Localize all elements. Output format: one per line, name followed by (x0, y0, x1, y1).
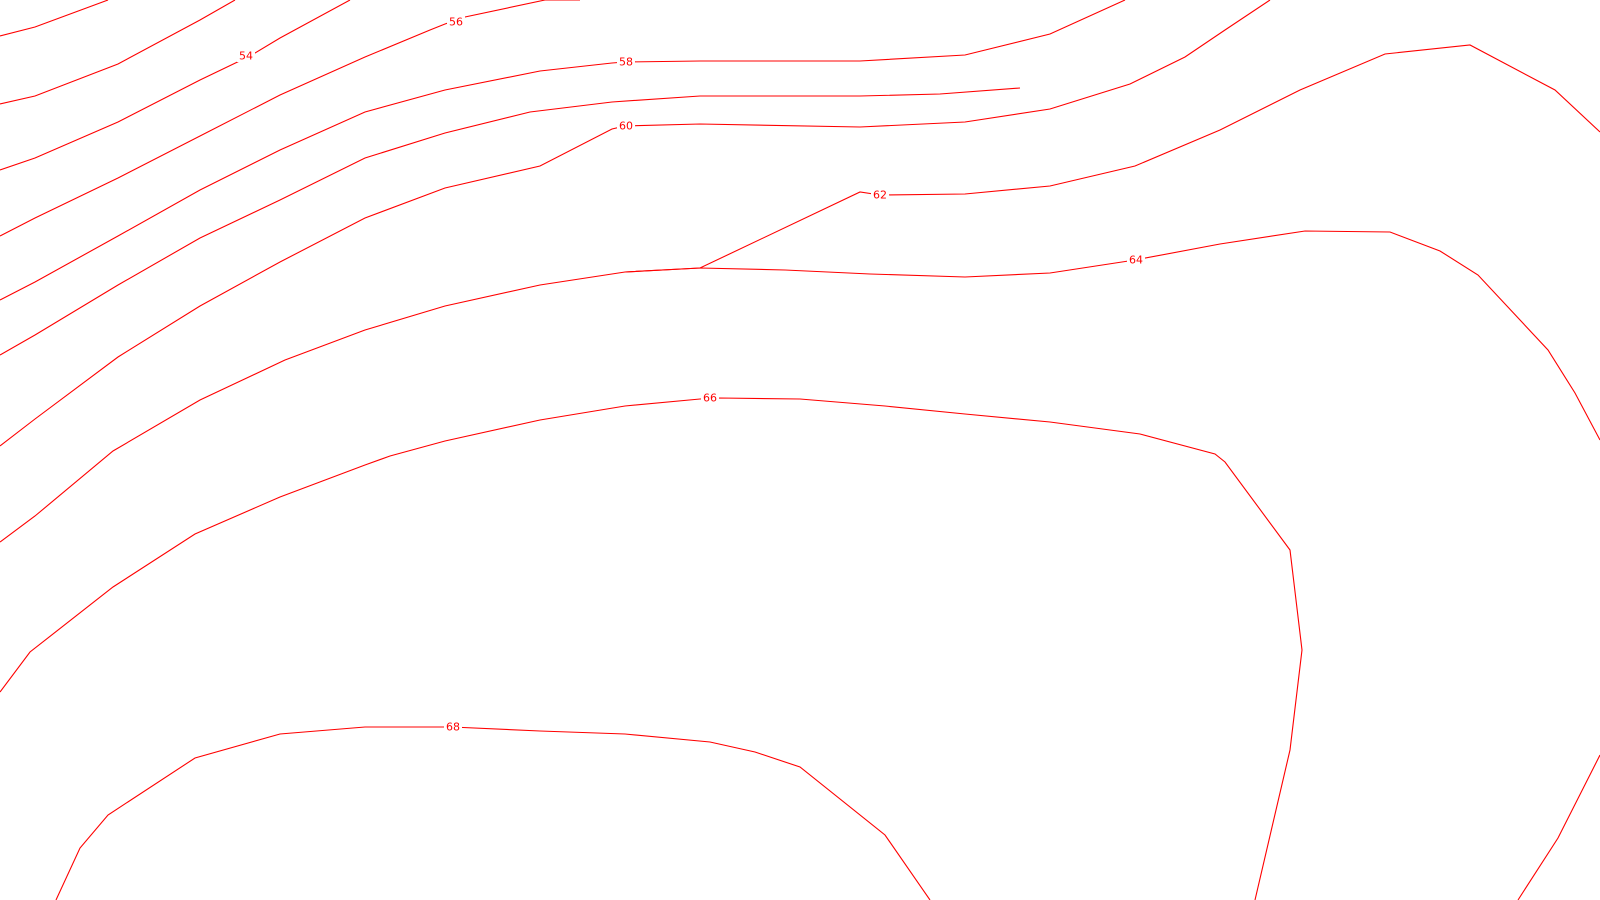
contour-line-68 (55, 726, 931, 900)
contour-58: 58 (0, 0, 1126, 301)
contour-line-58 (0, 0, 1126, 301)
contour-label-64: 64 (1129, 254, 1143, 267)
contour-label-bg (617, 119, 635, 132)
contour-label-bg (701, 391, 719, 404)
contour-line (0, 87, 1021, 356)
contour-56: 56 (0, 0, 580, 237)
contour-line-66 (0, 397, 1303, 900)
contour-label-bg (237, 49, 255, 62)
contour-60: 60 (0, 0, 1271, 447)
contour-line (0, 0, 236, 105)
contour-label-68: 68 (446, 721, 460, 734)
contour-66: 66 (0, 391, 1303, 900)
contour-line-56 (0, 0, 580, 237)
contour-label-60: 60 (619, 120, 633, 133)
contour-label-62: 62 (873, 189, 887, 202)
contour-64: 64 (624, 230, 1600, 441)
contour-line-64 (624, 230, 1600, 441)
contour-62: 62 (0, 44, 1600, 543)
contour-54: 54 (0, 0, 351, 171)
contour-label-56: 56 (449, 16, 463, 29)
contour-line-54 (0, 0, 351, 171)
contour-label-bg (1127, 253, 1145, 266)
contour-label-bg (617, 55, 635, 68)
contour-label-bg (444, 720, 462, 733)
contour-label-58: 58 (619, 56, 633, 69)
contour-label-66: 66 (703, 392, 717, 405)
contour-line-62 (0, 44, 1600, 543)
contour-line (0, 0, 109, 37)
contour-line (1517, 754, 1600, 900)
contour-label-bg (871, 188, 889, 201)
contour-68: 68 (55, 720, 931, 900)
contour-label-bg (447, 15, 465, 28)
contour-label-54: 54 (239, 50, 253, 63)
